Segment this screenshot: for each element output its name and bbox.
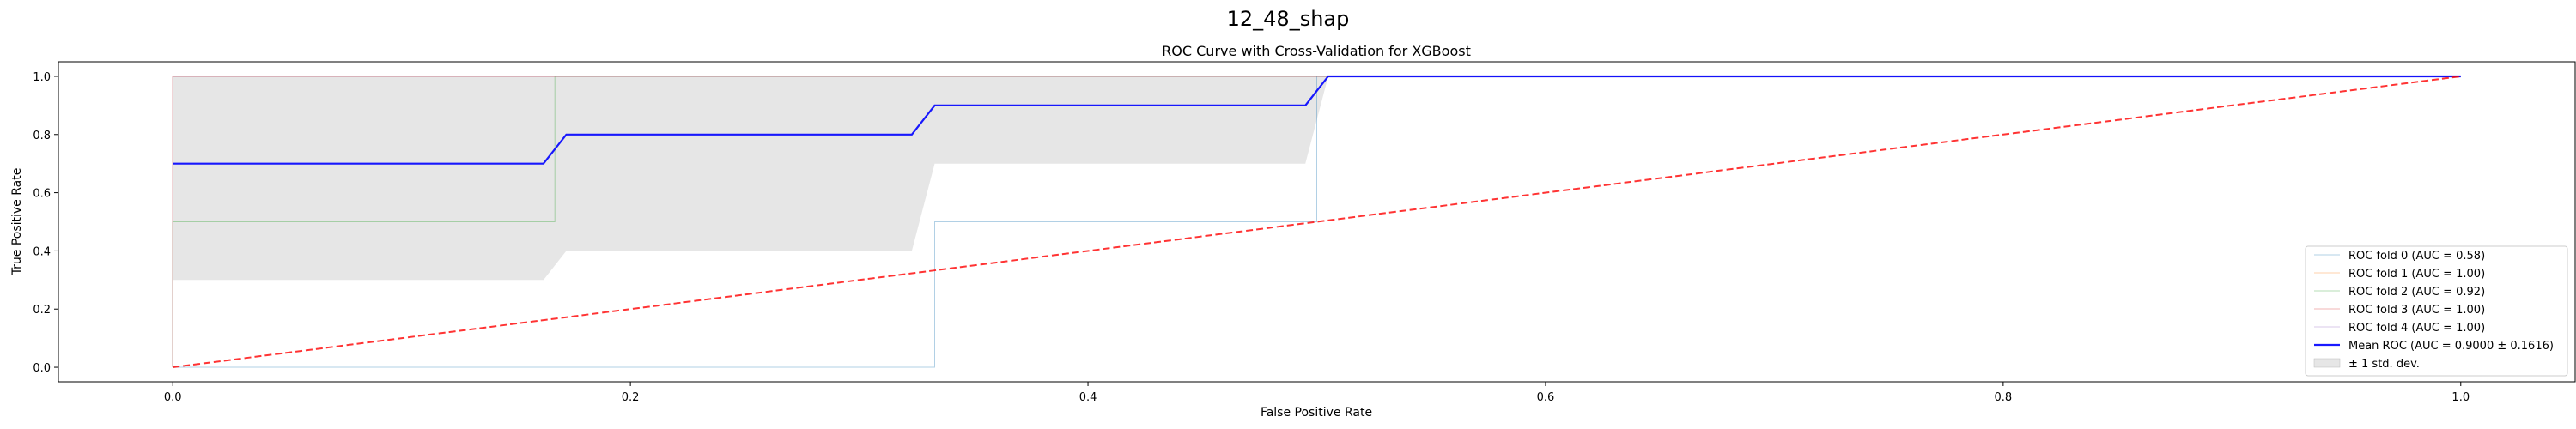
legend-label: ± 1 std. dev. <box>2348 358 2420 371</box>
legend-frame <box>2305 245 2568 377</box>
x-tick-label: 0.0 <box>164 391 182 404</box>
legend-items: ROC fold 0 (AUC = 0.58) ROC fold 1 (AUC =… <box>2313 250 2554 371</box>
y-tick-label: 1.0 <box>33 71 51 84</box>
x-tick-label: 0.4 <box>1079 391 1097 404</box>
figure-title: 12_48_shap <box>1227 7 1350 31</box>
legend-label: ROC fold 2 (AUC = 0.92) <box>2348 286 2485 299</box>
legend-swatch <box>2313 358 2341 368</box>
x-axis-label: False Positive Rate <box>1261 406 1372 420</box>
legend-label: ROC fold 0 (AUC = 0.58) <box>2348 250 2485 263</box>
std-band <box>173 76 2461 281</box>
plot-frame <box>58 61 2576 383</box>
legend-label: Mean ROC (AUC = 0.9000 ± 0.1616) <box>2348 340 2554 353</box>
y-tick-label: 0.8 <box>33 130 51 142</box>
chart-title: ROC Curve with Cross-Validation for XGBo… <box>1162 43 1471 59</box>
x-tick-label: 1.0 <box>2451 391 2470 404</box>
x-tick-label: 0.8 <box>1995 391 2013 404</box>
series-layer <box>172 75 2461 368</box>
legend-label: ROC fold 1 (AUC = 1.00) <box>2348 268 2485 281</box>
y-axis-ticks: 0.0 0.2 0.4 0.6 0.8 1.0 <box>33 71 58 375</box>
chance-line <box>173 75 2461 369</box>
roc-fold-4-line <box>172 76 2461 367</box>
roc-fold-3-line <box>172 76 2461 367</box>
legend-label: ROC fold 4 (AUC = 1.00) <box>2348 322 2485 335</box>
x-axis-ticks: 0.0 0.2 0.4 0.6 0.8 1.0 <box>164 382 2470 404</box>
y-tick-label: 0.2 <box>33 304 51 317</box>
y-tick-label: 0.6 <box>33 188 51 201</box>
legend: ROC fold 0 (AUC = 0.58) ROC fold 1 (AUC =… <box>2305 245 2568 377</box>
chance-line-layer <box>173 75 2461 369</box>
roc-fold-1-line <box>172 76 2461 367</box>
mean-roc-line <box>173 75 2461 165</box>
y-tick-label: 0.0 <box>33 362 51 375</box>
y-tick-label: 0.4 <box>33 245 51 258</box>
x-tick-label: 0.2 <box>622 391 640 404</box>
plot-area: 0.0 0.2 0.4 0.6 0.8 1.0 0.0 0.2 0.4 0.6 0.8 1.0 <box>33 61 2576 404</box>
std-band-layer <box>173 76 2461 281</box>
x-tick-label: 0.6 <box>1537 391 1555 404</box>
legend-label: ROC fold 3 (AUC = 1.00) <box>2348 304 2485 317</box>
y-axis-label: True Positive Rate <box>10 168 24 276</box>
